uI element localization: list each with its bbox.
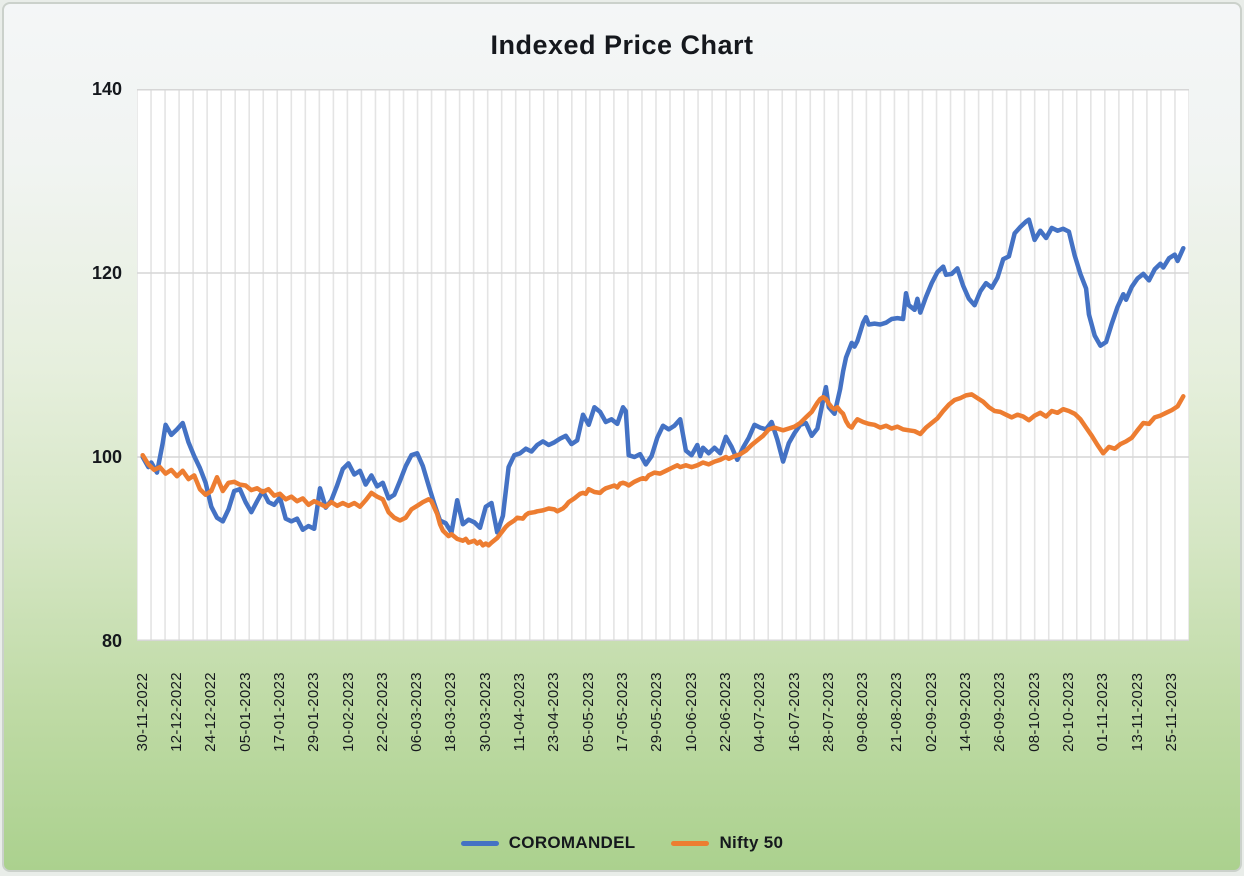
x-tick-label: 22-06-2023 [716, 672, 734, 752]
legend-label-nifty: Nifty 50 [719, 833, 784, 852]
x-tick-label: 01-11-2023 [1094, 672, 1112, 752]
x-tick-label: 28-07-2023 [819, 672, 837, 752]
x-tick-label: 04-07-2023 [751, 672, 769, 752]
x-tick-label: 08-10-2023 [1025, 672, 1043, 752]
x-tick-label: 26-09-2023 [991, 672, 1009, 752]
x-tick-label: 21-08-2023 [888, 672, 906, 752]
x-tick-label: 29-05-2023 [648, 672, 666, 752]
x-tick-label: 25-11-2023 [1162, 672, 1180, 752]
x-tick-label: 30-11-2022 [133, 672, 151, 752]
x-tick-label: 05-05-2023 [579, 672, 597, 752]
x-tick-label: 05-01-2023 [236, 672, 254, 752]
x-tick-label: 11-04-2023 [511, 672, 529, 752]
plot-area [137, 89, 1189, 641]
x-tick-label: 02-09-2023 [922, 672, 940, 752]
x-tick-label: 10-02-2023 [339, 672, 357, 752]
x-tick-label: 10-06-2023 [682, 672, 700, 752]
x-tick-label: 13-11-2023 [1128, 672, 1146, 752]
x-tick-label: 18-03-2023 [442, 672, 460, 752]
legend-label-coromandel: COROMANDEL [508, 833, 636, 852]
x-tick-label: 22-02-2023 [373, 672, 391, 752]
nifty-line-swatch [671, 840, 710, 846]
price-line-chart [137, 89, 1189, 641]
x-tick-label: 23-04-2023 [545, 672, 563, 752]
x-tick-label: 20-10-2023 [1059, 672, 1077, 752]
chart-title: Indexed Price Chart [490, 30, 754, 60]
x-tick-label: 06-03-2023 [408, 672, 426, 752]
x-tick-label: 12-12-2022 [168, 672, 186, 752]
y-tick-label: 100 [91, 447, 122, 467]
x-tick-label: 16-07-2023 [785, 672, 803, 752]
y-tick-label: 120 [91, 263, 122, 283]
x-tick-label: 09-08-2023 [854, 672, 872, 752]
y-tick-label: 140 [91, 79, 122, 99]
legend-item-nifty: Nifty 50 [671, 833, 783, 853]
series-line-coromandel [140, 217, 1186, 535]
x-tick-label: 14-09-2023 [957, 672, 975, 752]
legend: COROMANDEL Nifty 50 [4, 833, 1240, 853]
series-line-nifty-50 [140, 392, 1186, 548]
y-tick-label: 80 [101, 631, 122, 651]
x-tick-label: 24-12-2022 [202, 672, 220, 752]
x-tick-label: 17-01-2023 [270, 672, 288, 752]
x-tick-label: 30-03-2023 [476, 672, 494, 752]
coromandel-line-swatch [460, 840, 499, 846]
legend-item-coromandel: COROMANDEL [460, 833, 636, 853]
x-tick-label: 29-01-2023 [305, 672, 323, 752]
x-tick-label: 17-05-2023 [613, 672, 631, 752]
